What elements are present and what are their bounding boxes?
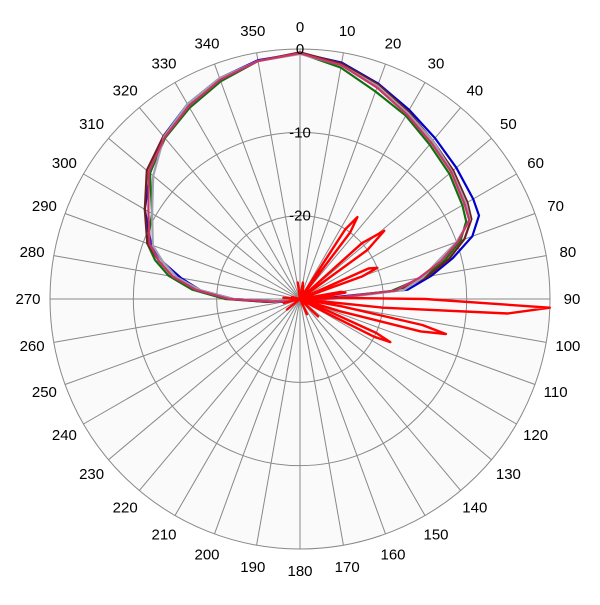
spoke-260 xyxy=(53,298,301,343)
spoke-310 xyxy=(108,137,301,300)
spoke-190 xyxy=(256,298,301,546)
angle-tick-label: 200 xyxy=(194,547,219,564)
spoke-350 xyxy=(256,52,301,300)
angle-tick-label: 170 xyxy=(335,559,360,576)
angle-tick-label: 60 xyxy=(527,155,544,172)
angle-tick-label: 190 xyxy=(240,559,265,576)
spoke-320 xyxy=(138,107,301,300)
spoke-290 xyxy=(64,213,301,300)
spoke-200 xyxy=(214,298,301,535)
angle-tick-label: 70 xyxy=(547,198,564,215)
spoke-110 xyxy=(299,298,536,385)
spoke-40 xyxy=(299,107,462,300)
angle-tick-label: 250 xyxy=(32,384,57,401)
spoke-330 xyxy=(174,82,301,300)
spoke-120 xyxy=(299,298,517,425)
angle-tick-label: 300 xyxy=(52,155,77,172)
angle-tick-label: 210 xyxy=(151,527,176,544)
spoke-20 xyxy=(299,63,386,300)
angle-tick-label: 180 xyxy=(287,563,312,580)
angle-tick-label: 40 xyxy=(466,83,483,100)
angle-tick-label: 230 xyxy=(79,466,104,483)
radial-tick-label: -20 xyxy=(289,208,311,225)
angle-tick-label: 120 xyxy=(523,427,548,444)
angle-tick-label: 310 xyxy=(79,116,104,133)
angle-tick-label: 340 xyxy=(194,35,219,52)
angle-tick-label: 290 xyxy=(32,198,57,215)
angle-tick-label: 30 xyxy=(428,55,445,72)
spoke-30 xyxy=(299,82,426,300)
spoke-160 xyxy=(299,298,386,535)
spoke-140 xyxy=(299,298,462,491)
angle-tick-label: 260 xyxy=(20,338,45,355)
spoke-220 xyxy=(138,298,301,491)
spoke-210 xyxy=(174,298,301,516)
spoke-250 xyxy=(64,298,301,385)
angle-tick-label: 110 xyxy=(544,384,568,401)
spoke-240 xyxy=(83,298,301,425)
angle-tick-label: 20 xyxy=(385,35,402,52)
series-red-line xyxy=(282,215,551,344)
ring--10 xyxy=(132,131,468,467)
angle-tick-label: 80 xyxy=(560,244,577,261)
angle-tick-label: 280 xyxy=(20,244,45,261)
angle-tick-label: 130 xyxy=(496,466,521,483)
angle-tick-label: 350 xyxy=(240,23,265,40)
radial-axis-labels: 0 -10 -20 xyxy=(289,41,311,225)
angular-axis-labels: 0 10 20 30 40 50 60 70 80 90 100 110 120 130 140 150 160… xyxy=(15,19,580,580)
spoke-300 xyxy=(83,173,301,300)
radial-tick-label: -10 xyxy=(289,124,311,141)
angle-tick-label: 90 xyxy=(564,291,581,308)
spoke-150 xyxy=(299,298,426,516)
angle-tick-label: 10 xyxy=(339,23,356,40)
spoke-170 xyxy=(299,298,344,546)
spoke-230 xyxy=(108,298,301,461)
angle-tick-label: 240 xyxy=(52,427,77,444)
angle-tick-label: 330 xyxy=(151,55,176,72)
angle-tick-label: 160 xyxy=(380,547,405,564)
angle-tick-label: 220 xyxy=(113,499,138,516)
angle-tick-label: 50 xyxy=(500,116,517,133)
spoke-340 xyxy=(214,63,301,300)
angle-tick-label: 270 xyxy=(15,291,40,308)
spoke-50 xyxy=(299,137,492,300)
angle-tick-label: 150 xyxy=(423,527,448,544)
angle-tick-label: 100 xyxy=(555,338,580,355)
series-layer xyxy=(143,51,551,344)
spoke-10 xyxy=(299,52,344,300)
spoke-130 xyxy=(299,298,492,461)
radial-tick-label: 0 xyxy=(296,41,304,58)
spoke-60 xyxy=(299,173,517,300)
angle-tick-label: 140 xyxy=(462,499,487,516)
angle-tick-label: 320 xyxy=(113,83,138,100)
angle-tick-label: 0 xyxy=(296,19,304,36)
